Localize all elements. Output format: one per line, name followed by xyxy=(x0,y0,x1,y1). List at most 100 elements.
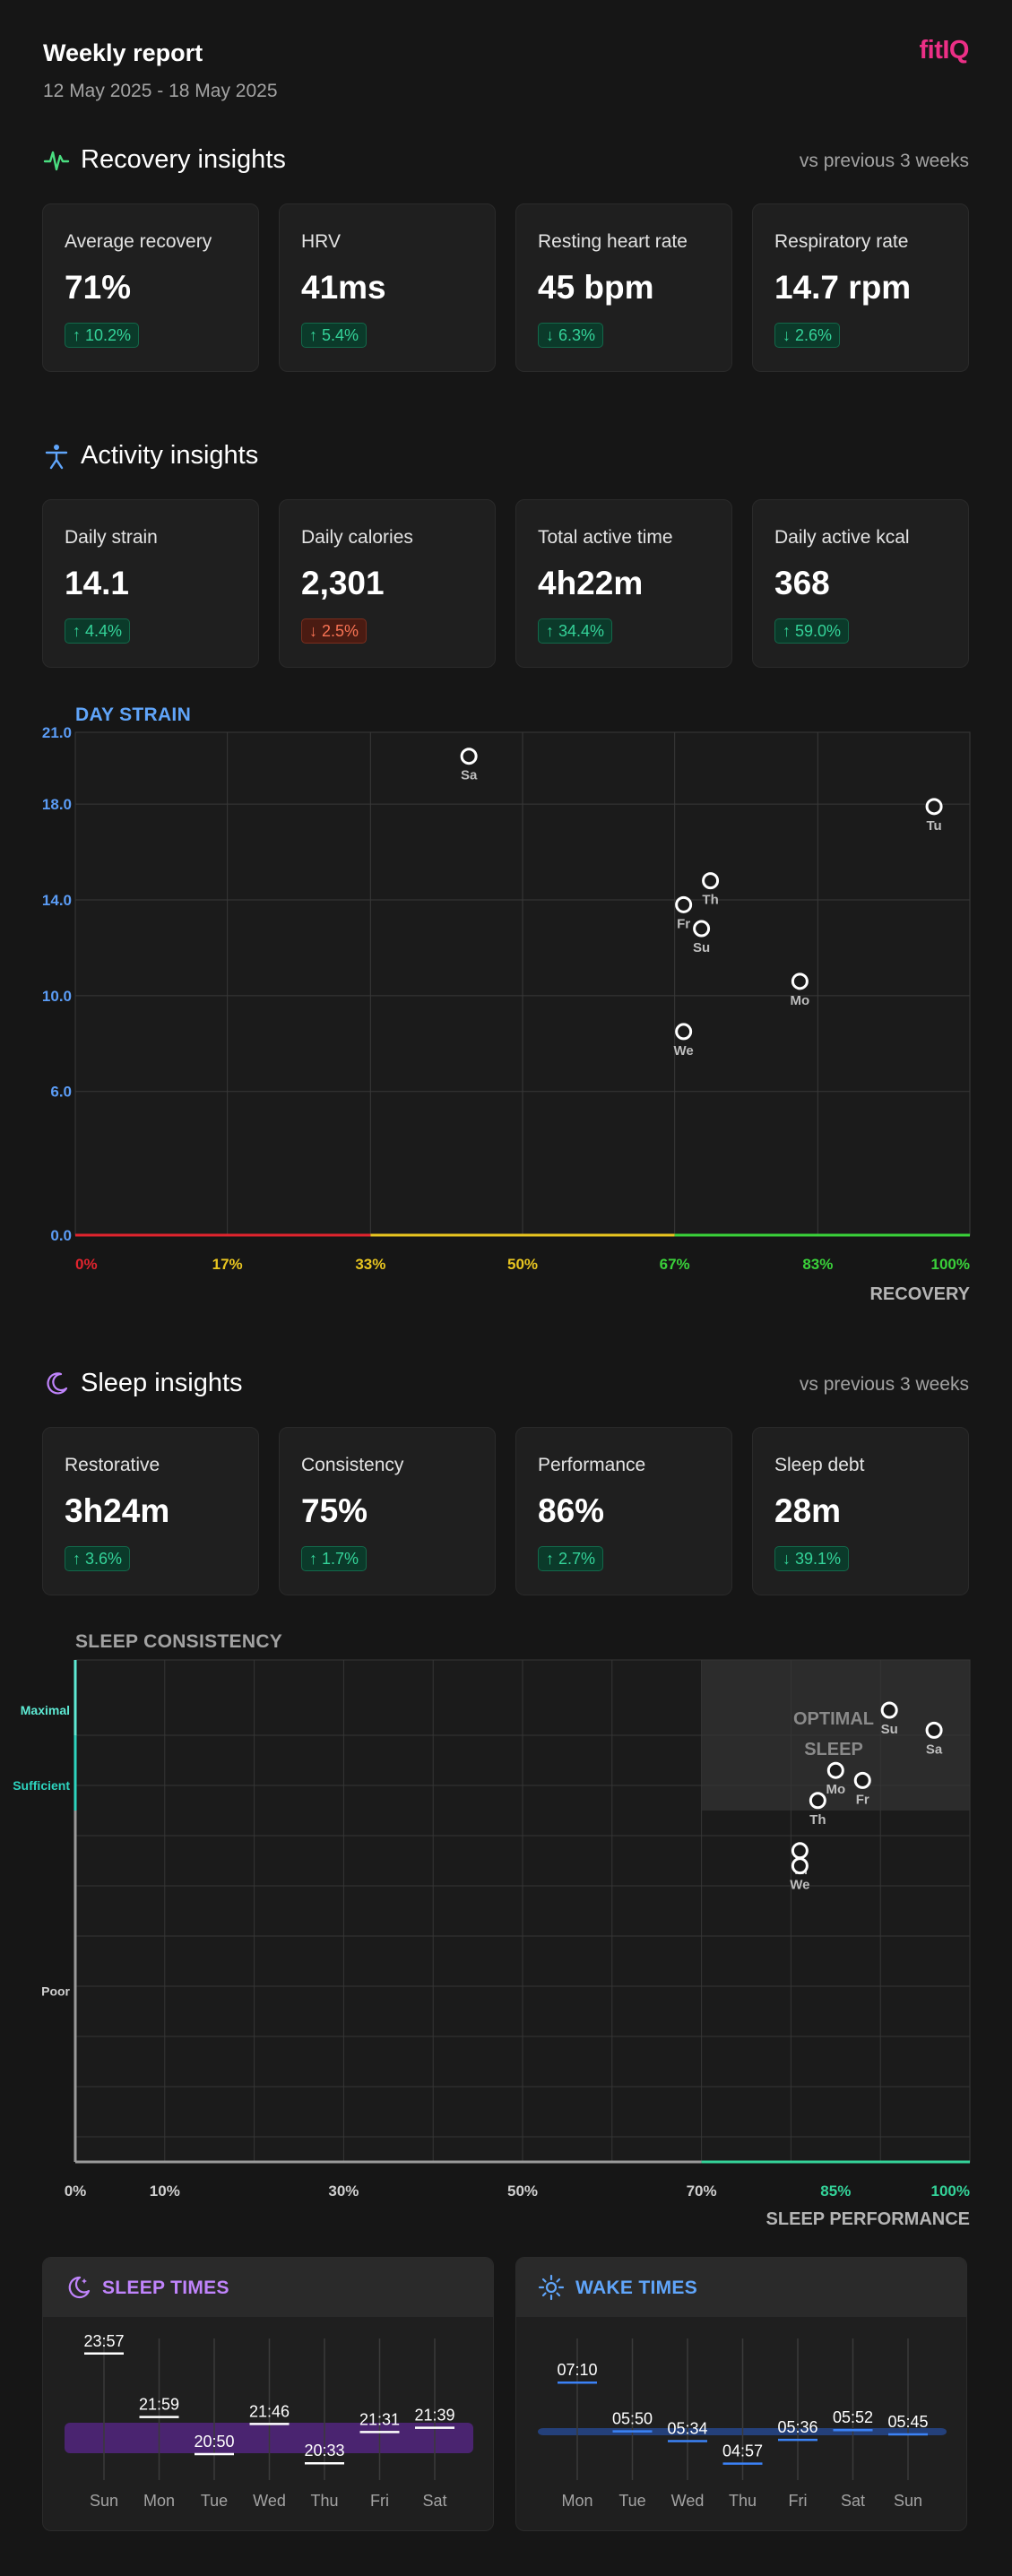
x-tick-label: 10% xyxy=(150,2183,180,2200)
arrow-down-icon: ↓ xyxy=(783,1550,796,1568)
time-label: 21:59 xyxy=(139,2396,179,2414)
x-tick-label: 100% xyxy=(931,1256,970,1273)
data-point xyxy=(853,1771,871,1789)
stat-card-resting-heart-rate[interactable]: Resting heart rate 45 bpm ↓ 6.3% xyxy=(515,203,732,372)
time-label: 05:50 xyxy=(612,2410,653,2428)
sleep-times-card: SLEEP TIMES 23:57 Sun 21:59 Mon 20:50 Tue 21:4… xyxy=(42,2257,494,2531)
stat-card-daily-calories[interactable]: Daily calories 2,301 ↓ 2.5% xyxy=(279,499,496,668)
change-value: 4.4% xyxy=(85,622,123,640)
wake-times-card: WAKE TIMES 07:10 Mon 05:50 Tue 05:34 Wed 04:57… xyxy=(515,2257,967,2531)
y-tick-label: 10.0 xyxy=(42,988,72,1005)
change-value: 6.3% xyxy=(558,326,596,344)
stat-card-total-active-time[interactable]: Total active time 4h22m ↑ 34.4% xyxy=(515,499,732,668)
stat-card-hrv[interactable]: HRV 41ms ↑ 5.4% xyxy=(279,203,496,372)
arrow-up-icon: ↑ xyxy=(73,622,86,640)
stat-label: Performance xyxy=(538,1455,646,1475)
brand-logo[interactable]: fitIQ xyxy=(919,36,970,65)
stat-value: 45 bpm xyxy=(538,269,654,306)
arrow-down-icon: ↓ xyxy=(546,326,559,344)
date-range: 12 May 2025 - 18 May 2025 xyxy=(43,81,278,101)
sleep-consistency-title: SLEEP CONSISTENCY xyxy=(75,1631,283,1652)
recovery-comparison: vs previous 3 weeks xyxy=(799,151,969,171)
day-label: Sat xyxy=(841,2492,865,2510)
stat-card-respiratory-rate[interactable]: Respiratory rate 14.7 rpm ↓ 2.6% xyxy=(752,203,969,372)
time-label: 20:50 xyxy=(194,2433,234,2451)
y-tick-label: 14.0 xyxy=(42,892,72,909)
stat-card-daily-active-kcal[interactable]: Daily active kcal 368 ↑ 59.0% xyxy=(752,499,969,668)
stat-label: Daily calories xyxy=(301,527,413,548)
recovery-title: Recovery insights xyxy=(81,145,286,174)
wake-times-header: WAKE TIMES xyxy=(516,2258,966,2317)
stat-card-average-recovery[interactable]: Average recovery 71% ↑ 10.2% xyxy=(42,203,259,372)
arrow-up-icon: ↑ xyxy=(73,326,86,344)
data-point xyxy=(791,1842,809,1860)
data-point xyxy=(791,972,809,990)
stat-label: Sleep debt xyxy=(774,1455,865,1475)
time-label: 21:46 xyxy=(249,2402,290,2420)
change-value: 3.6% xyxy=(85,1550,123,1568)
change-value: 2.7% xyxy=(558,1550,596,1568)
stat-value: 14.1 xyxy=(65,565,130,601)
sleep-times-chart: 23:57 Sun 21:59 Mon 20:50 Tue 21:46 Wed 20:33 Thu… xyxy=(65,2332,473,2510)
stat-label: HRV xyxy=(301,231,341,252)
x-tick-label: 70% xyxy=(687,2183,717,2200)
sleep-title: Sleep insights xyxy=(81,1369,243,1397)
stat-label: Daily strain xyxy=(65,527,158,548)
point-label: Sa xyxy=(926,1742,943,1757)
data-point xyxy=(826,1761,844,1779)
time-label: 04:57 xyxy=(722,2442,763,2460)
day-label: Sat xyxy=(422,2492,446,2510)
stat-value: 2,301 xyxy=(301,565,385,601)
wake-times-chart: 07:10 Mon 05:50 Tue 05:34 Wed 04:57 Thu 05:36 Fri… xyxy=(538,2338,947,2510)
change-value: 59.0% xyxy=(795,622,842,640)
point-label: Fr xyxy=(677,916,690,931)
stat-card-performance[interactable]: Performance 86% ↑ 2.7% xyxy=(515,1427,732,1595)
recovery-section-header: Recovery insights vs previous 3 weeks xyxy=(43,143,969,179)
point-label: Mo xyxy=(826,1782,845,1797)
change-value: 2.6% xyxy=(795,326,833,344)
moon-stars-icon xyxy=(68,2276,91,2299)
time-label: 20:33 xyxy=(304,2442,344,2459)
change-value: 34.4% xyxy=(558,622,605,640)
change-badge: ↑ 4.4% xyxy=(65,618,131,644)
y-tick-label: 6.0 xyxy=(50,1084,72,1101)
change-value: 10.2% xyxy=(85,326,132,344)
day-label: Sun xyxy=(894,2492,922,2510)
arrow-up-icon: ↑ xyxy=(546,622,559,640)
x-tick-label: 0% xyxy=(65,2183,87,2200)
change-value: 1.7% xyxy=(322,1550,359,1568)
stat-card-consistency[interactable]: Consistency 75% ↑ 1.7% xyxy=(279,1427,496,1595)
point-label: We xyxy=(790,1878,809,1893)
data-point xyxy=(791,1857,809,1875)
y-tick-label: Maximal xyxy=(21,1703,70,1717)
point-label: Mo xyxy=(791,993,810,1008)
change-badge: ↑ 34.4% xyxy=(538,618,613,644)
stat-label: Average recovery xyxy=(65,231,212,252)
x-tick-label: 33% xyxy=(355,1256,385,1273)
stat-value: 14.7 rpm xyxy=(774,269,912,306)
stat-card-restorative[interactable]: Restorative 3h24m ↑ 3.6% xyxy=(42,1427,259,1595)
day-label: Tue xyxy=(618,2492,645,2510)
stat-value: 3h24m xyxy=(65,1492,170,1529)
time-label: 05:52 xyxy=(833,2408,873,2426)
arrow-down-icon: ↓ xyxy=(309,622,323,640)
day-label: Wed xyxy=(671,2492,705,2510)
stat-label: Restorative xyxy=(65,1455,160,1475)
stat-card-sleep-debt[interactable]: Sleep debt 28m ↓ 39.1% xyxy=(752,1427,969,1595)
day-label: Mon xyxy=(561,2492,592,2510)
point-label: Tu xyxy=(926,818,941,834)
point-label: Th xyxy=(809,1812,826,1828)
stat-label: Respiratory rate xyxy=(774,231,909,252)
change-badge: ↑ 1.7% xyxy=(301,1546,368,1571)
y-tick-label: 0.0 xyxy=(50,1227,72,1244)
stat-value: 368 xyxy=(774,565,830,601)
x-tick-label: 30% xyxy=(328,2183,359,2200)
day-label: Sun xyxy=(90,2492,118,2510)
stat-value: 28m xyxy=(774,1492,842,1529)
stat-value: 41ms xyxy=(301,269,386,306)
sleep-section-header: Sleep insights vs previous 3 weeks xyxy=(43,1367,969,1403)
data-point xyxy=(460,748,478,765)
stat-card-daily-strain[interactable]: Daily strain 14.1 ↑ 4.4% xyxy=(42,499,259,668)
change-value: 39.1% xyxy=(795,1550,842,1568)
pulse-icon xyxy=(43,151,70,171)
